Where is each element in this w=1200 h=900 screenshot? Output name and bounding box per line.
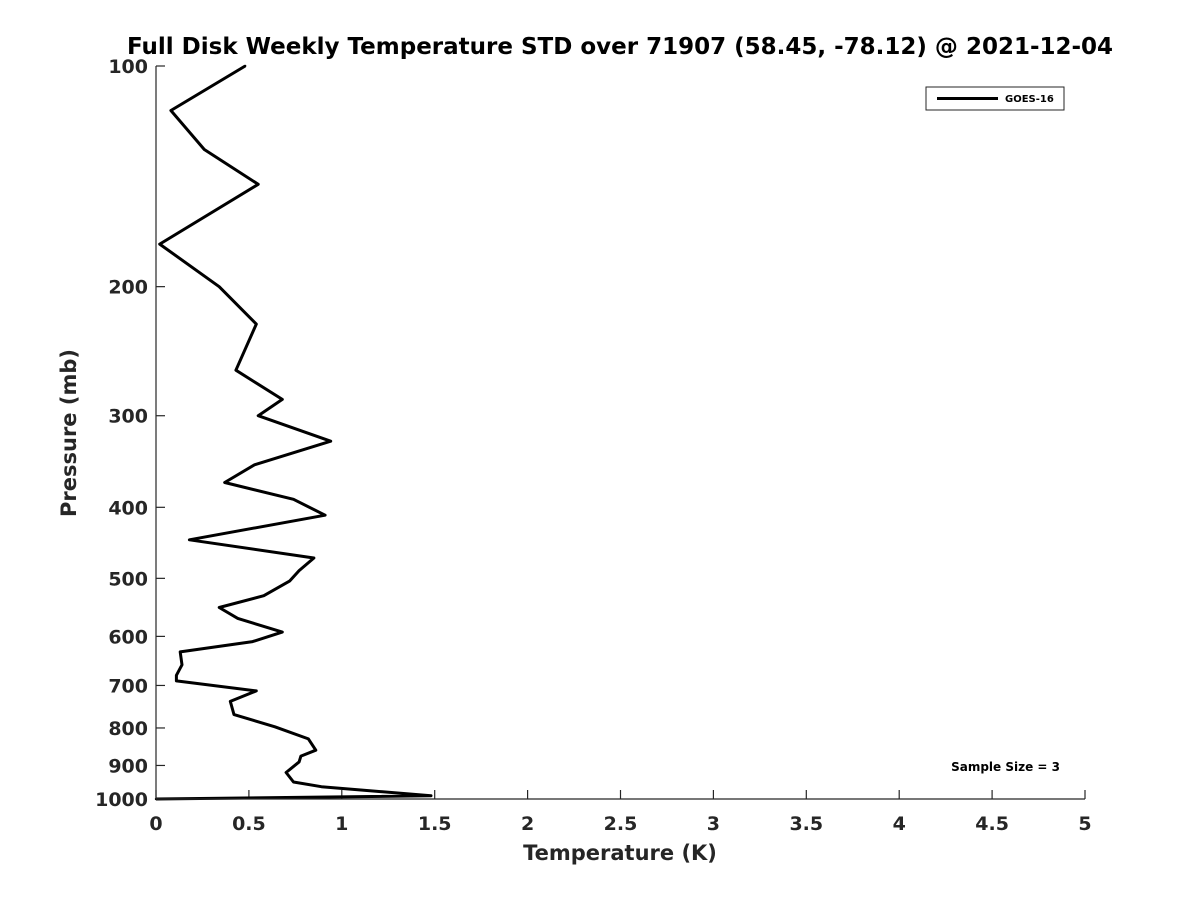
data-point [262, 594, 265, 597]
data-point [255, 689, 258, 693]
x-tick-label: 5 [1078, 813, 1091, 835]
x-tick-label: 4.5 [975, 813, 1009, 835]
y-axis-ticks: 100 200 300 400 500 600 700 800 900 1000 [95, 56, 165, 811]
x-tick-label: 0.5 [232, 813, 266, 835]
data-point [329, 440, 332, 443]
data-points [154, 64, 433, 801]
data-point [175, 674, 178, 677]
x-tick-label: 4 [893, 813, 906, 835]
data-point [323, 513, 327, 517]
data-point [314, 749, 317, 752]
x-tick-label: 1.5 [418, 813, 452, 835]
y-tick-label: 200 [108, 277, 148, 299]
y-tick-label: 1000 [95, 789, 148, 811]
x-tick-label: 3 [707, 813, 720, 835]
y-tick-label: 600 [108, 626, 148, 648]
data-point [217, 606, 221, 609]
data-point [299, 754, 303, 758]
data-point [256, 183, 260, 186]
data-point [429, 794, 433, 798]
x-tick-label: 2 [521, 813, 534, 835]
data-point [307, 737, 310, 741]
x-axis-label: Temperature (K) [523, 841, 717, 865]
data-point [243, 64, 247, 68]
y-axis-label: Pressure (mb) [57, 349, 81, 517]
x-tick-label: 2.5 [604, 813, 638, 835]
y-tick-label: 400 [108, 497, 148, 519]
data-point [223, 481, 226, 484]
data-point [273, 725, 277, 728]
data-point [292, 780, 295, 784]
data-point [292, 498, 295, 501]
data-point [178, 650, 182, 654]
y-tick-label: 800 [108, 718, 148, 740]
data-point [281, 630, 284, 634]
legend-entry-goes-16: GOES-16 [1005, 94, 1054, 105]
data-point [180, 663, 184, 666]
x-axis-ticks: 0 0.5 1 1.5 2 2.5 3 3.5 4 4.5 5 [149, 790, 1092, 835]
data-point [169, 109, 173, 112]
data-point [232, 713, 236, 716]
data-point [253, 463, 256, 467]
data-point [256, 414, 260, 417]
data-point [297, 760, 301, 764]
y-tick-label: 100 [108, 56, 148, 78]
y-tick-label: 900 [108, 755, 148, 777]
data-point [284, 771, 288, 774]
y-tick-label: 300 [108, 406, 148, 428]
data-point [255, 322, 258, 326]
data-point [158, 242, 161, 246]
x-tick-label: 1 [335, 813, 348, 835]
plot-area: 0 0.5 1 1.5 2 2.5 3 3.5 4 4.5 5 100 200 300 400 500 600… [95, 56, 1092, 835]
data-point [320, 785, 323, 788]
data-point [288, 579, 291, 583]
chart-title: Full Disk Weekly Temperature STD over 71… [127, 34, 1113, 60]
data-point [203, 148, 206, 151]
series-line-goes-16 [155, 64, 433, 801]
y-tick-label: 500 [108, 568, 148, 590]
data-point [229, 700, 232, 703]
y-tick-label: 700 [108, 675, 148, 697]
data-point [312, 556, 316, 560]
x-tick-label: 0 [149, 813, 162, 835]
data-point [188, 538, 191, 542]
data-point [297, 569, 301, 572]
data-point [217, 285, 221, 288]
data-point [281, 398, 284, 401]
data-point [234, 368, 238, 372]
data-point [251, 640, 254, 643]
data-point [175, 679, 178, 683]
sample-size-annotation: Sample Size = 3 [951, 760, 1060, 774]
data-point [236, 617, 239, 620]
legend: GOES-16 [925, 86, 1065, 111]
x-tick-label: 3.5 [789, 813, 823, 835]
